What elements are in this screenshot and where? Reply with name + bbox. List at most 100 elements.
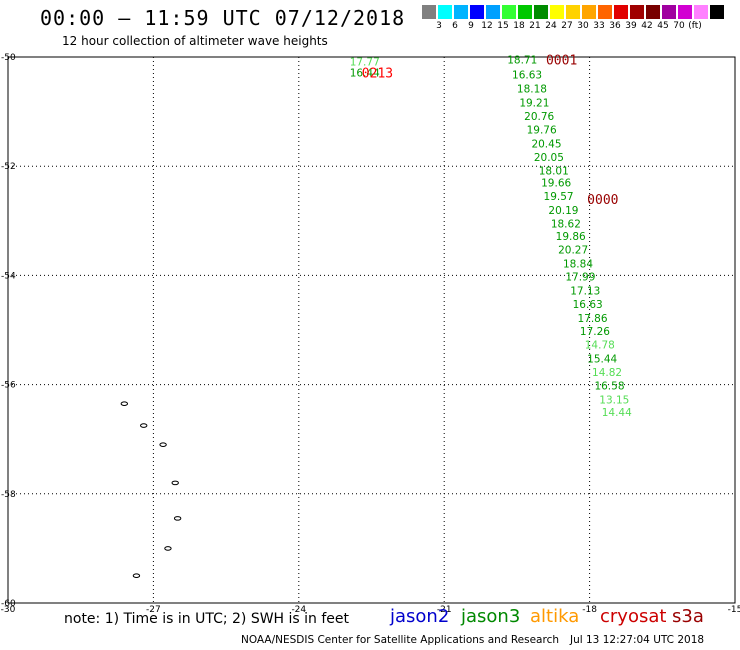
island-outline: [173, 516, 182, 521]
track-time-label: 0001: [546, 54, 577, 69]
wave-height-value: 17.13: [570, 286, 600, 298]
wave-height-value: 16.58: [594, 381, 624, 393]
legend-swatch: [646, 5, 661, 19]
legend-swatch: [534, 5, 549, 19]
y-tick-label: -54: [1, 271, 16, 281]
legend-label: 3: [436, 21, 442, 31]
legend-swatch: [422, 5, 437, 19]
y-tick-label: -52: [1, 162, 16, 172]
legend-swatch: [678, 5, 693, 19]
legend-swatch: [550, 5, 565, 19]
legend-swatch: [438, 5, 453, 19]
wave-height-value: 19.66: [541, 178, 571, 190]
legend-swatch: [630, 5, 645, 19]
legend-swatch: [454, 5, 469, 19]
legend-label: 15: [497, 21, 509, 31]
track-time-label: 0213: [362, 66, 393, 81]
wave-height-value: 17.77: [350, 56, 380, 68]
legend-label: 36: [609, 21, 621, 31]
legend-swatch: [470, 5, 485, 19]
legend-label: 27: [561, 21, 573, 31]
legend-label: 6: [452, 21, 458, 31]
chart-title: 00:00 – 11:59 UTC 07/12/2018: [40, 6, 406, 30]
footer-notes: note: 1) Time is in UTC; 2) SWH is in fe…: [64, 611, 350, 627]
wave-height-value: 16.63: [573, 299, 603, 311]
wave-height-value: 19.57: [544, 191, 574, 203]
generated-timestamp: Jul 13 12:27:04 UTC 2018: [570, 634, 705, 646]
x-tick-label: -21: [437, 605, 452, 615]
legend-swatch: [518, 5, 533, 19]
wave-height-value: 17.99: [565, 271, 595, 283]
legend-label: 39: [625, 21, 637, 31]
legend-label: 9: [468, 21, 474, 31]
wave-height-value: 16.44: [350, 67, 380, 79]
wave-height-value: 18.01: [539, 166, 569, 178]
legend-swatch: [694, 5, 709, 19]
legend-swatch: [502, 5, 517, 19]
wave-height-value: 13.15: [599, 394, 629, 406]
island-outline: [132, 573, 141, 579]
track-time-label: 0000: [587, 193, 618, 208]
satellite-cryosat: cryosat: [600, 606, 667, 627]
x-tick-label: -27: [146, 605, 161, 615]
wave-height-value: 20.76: [524, 111, 554, 123]
wave-height-value: 17.26: [580, 326, 610, 338]
island-outline: [164, 546, 172, 551]
legend-label: 12: [481, 21, 493, 31]
island-outline: [171, 480, 179, 486]
wave-height-value: 18.71: [507, 55, 537, 67]
plot-frame: [7, 56, 736, 604]
wave-height-value: 20.05: [534, 152, 564, 164]
legend-label: 18: [513, 21, 525, 31]
legend-label: 42: [641, 21, 653, 31]
wave-height-value: 18.62: [551, 219, 581, 231]
wave-height-value: 20.19: [548, 205, 578, 217]
wave-height-value: 16.63: [512, 69, 542, 81]
legend-swatch: [566, 5, 581, 19]
wave-height-value: 15.44: [587, 353, 617, 365]
satellite-jason2: jason2: [390, 606, 450, 627]
legend-label: 33: [593, 21, 605, 31]
legend-label: 30: [577, 21, 589, 31]
satellite-altika: altika: [530, 606, 580, 627]
wave-height-value: 14.78: [585, 340, 615, 352]
y-tick-label: -50: [1, 53, 16, 63]
island-outline: [120, 401, 129, 407]
wave-height-value: 19.86: [556, 231, 586, 243]
wave-height-value: 19.21: [519, 97, 549, 109]
legend-swatch: [582, 5, 597, 19]
legend-label: 24: [545, 21, 557, 31]
legend-label: 70: [673, 21, 685, 31]
x-tick-label: -24: [291, 605, 306, 615]
y-tick-label: -58: [1, 490, 16, 500]
legend-swatch: [614, 5, 629, 19]
chart-subtitle: 12 hour collection of altimeter wave hei…: [62, 34, 328, 48]
wave-height-value: 18.84: [563, 258, 593, 270]
wave-height-value: 14.82: [592, 367, 622, 379]
y-tick-label: -60: [1, 599, 16, 609]
legend-label: (ft): [688, 21, 702, 31]
credit-text: NOAA/NESDIS Center for Satellite Applica…: [241, 634, 559, 646]
wave-height-value: 20.27: [558, 245, 588, 257]
wave-height-value: 17.86: [577, 313, 607, 325]
legend-label: 21: [529, 21, 541, 31]
satellite-jason3: jason3: [461, 606, 521, 627]
x-tick-label: -30: [1, 605, 16, 615]
x-tick-label: -18: [582, 605, 597, 615]
island-outline: [140, 423, 148, 428]
island-outline: [159, 442, 167, 447]
legend-swatch: [662, 5, 677, 19]
legend-swatch: [598, 5, 613, 19]
wave-height-value: 18.18: [517, 84, 547, 96]
wave-height-value: 14.44: [602, 407, 632, 419]
legend-swatch: [710, 5, 725, 19]
wave-height-value: 19.76: [527, 125, 557, 137]
legend-label: 45: [657, 21, 669, 31]
wave-height-value: 20.45: [531, 138, 561, 150]
x-tick-label: -15: [728, 605, 740, 615]
y-tick-label: -56: [1, 381, 16, 391]
satellite-s3a: s3a: [672, 606, 704, 627]
legend-swatch: [486, 5, 501, 19]
